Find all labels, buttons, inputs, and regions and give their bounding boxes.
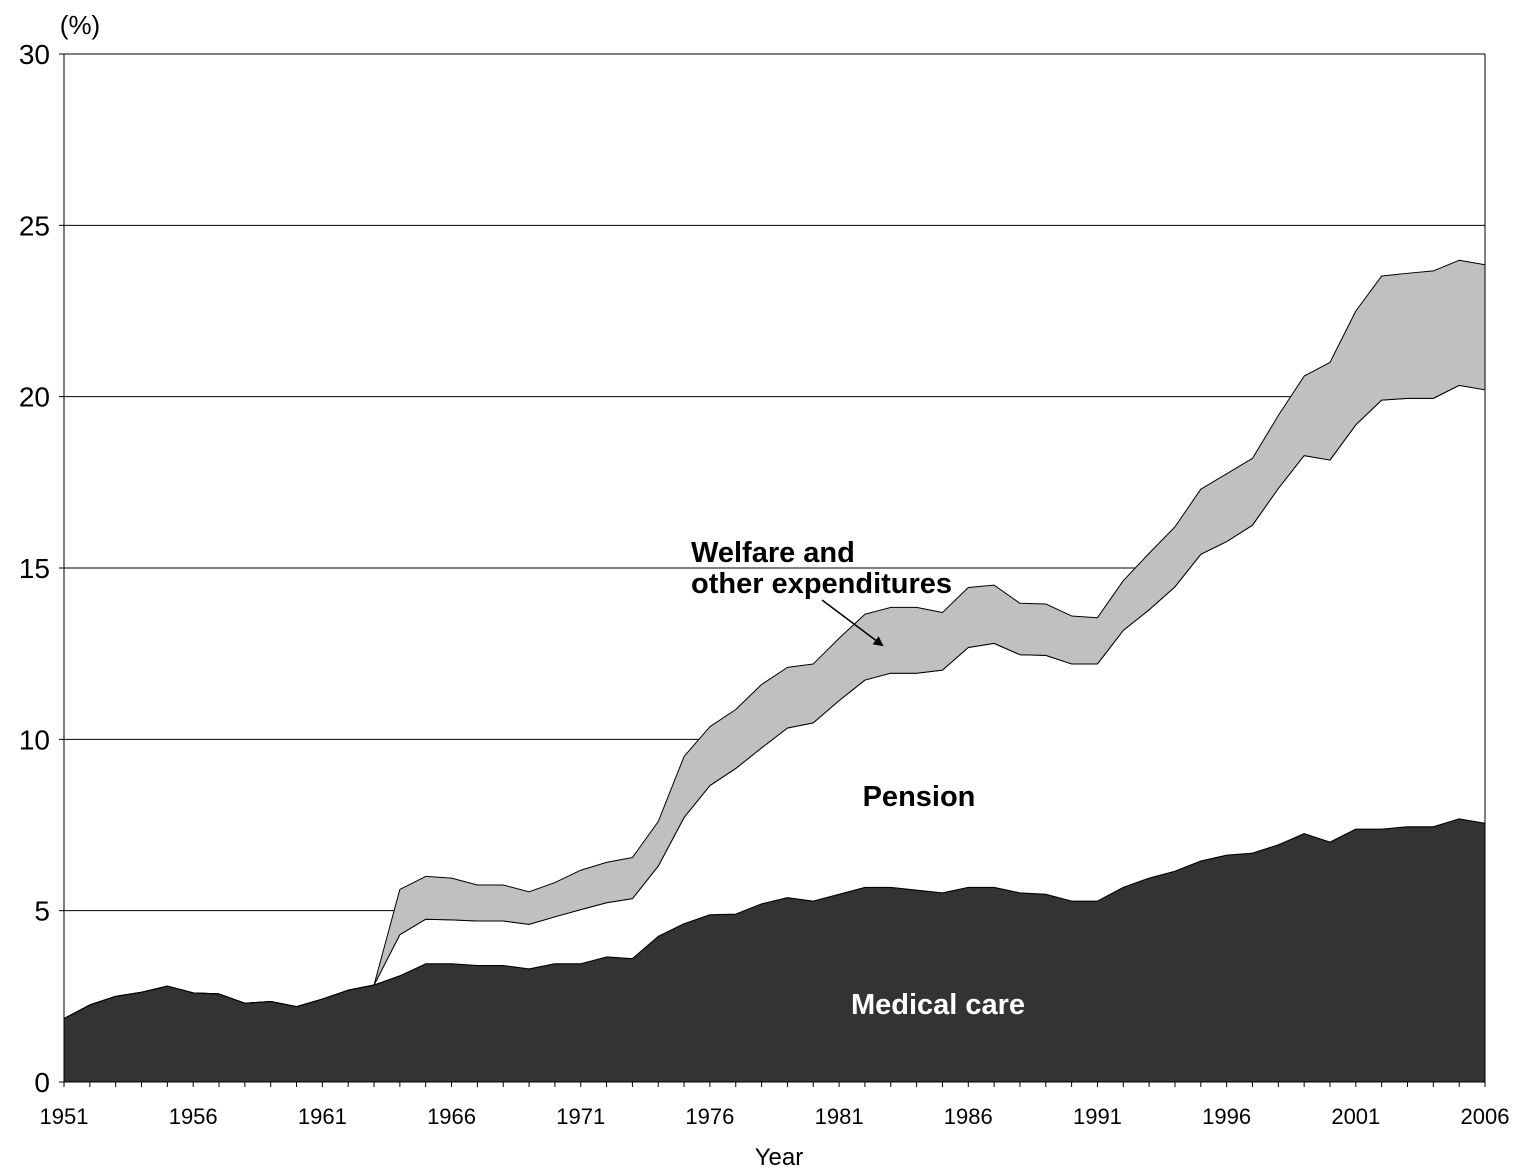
y-tick-label: 25	[19, 210, 50, 241]
x-tick-label: 1951	[40, 1104, 89, 1129]
x-tick-label: 1981	[815, 1104, 864, 1129]
y-tick-label: 5	[34, 896, 50, 927]
x-tick-label: 1986	[944, 1104, 993, 1129]
x-tick-label: 1956	[169, 1104, 218, 1129]
x-tick-label: 1966	[427, 1104, 476, 1129]
x-axis-label: Year	[755, 1144, 804, 1171]
medical-care-label: Medical care	[851, 989, 1025, 1021]
welfare-label-line2: other expenditures	[691, 568, 952, 600]
pension-label: Pension	[863, 781, 976, 813]
y-tick-label: 30	[19, 39, 50, 70]
y-tick-label: 15	[19, 553, 50, 584]
y-tick-label: 20	[19, 382, 50, 413]
x-tick-label: 2006	[1461, 1104, 1510, 1129]
y-tick-label: 10	[19, 724, 50, 755]
x-tick-label: 2001	[1331, 1104, 1380, 1129]
y-tick-label: 0	[34, 1067, 50, 1098]
welfare-arrow	[821, 599, 884, 647]
x-tick-label: 1996	[1202, 1104, 1251, 1129]
x-axis-ticks: 1951 1956 1961 1966 1971 1976 1981 1986 1991 1996…	[40, 1082, 1510, 1129]
y-axis-ticks: 0 5 10 15 20 25 30	[19, 39, 64, 1098]
y-axis-unit: (%)	[60, 10, 100, 40]
x-tick-label: 1991	[1073, 1104, 1122, 1129]
area-layer	[63, 259, 1486, 1083]
welfare-label-line1: Welfare and	[691, 537, 855, 569]
x-tick-label: 1961	[298, 1104, 347, 1129]
x-tick-label: 1976	[685, 1104, 734, 1129]
x-tick-label: 1971	[556, 1104, 605, 1129]
